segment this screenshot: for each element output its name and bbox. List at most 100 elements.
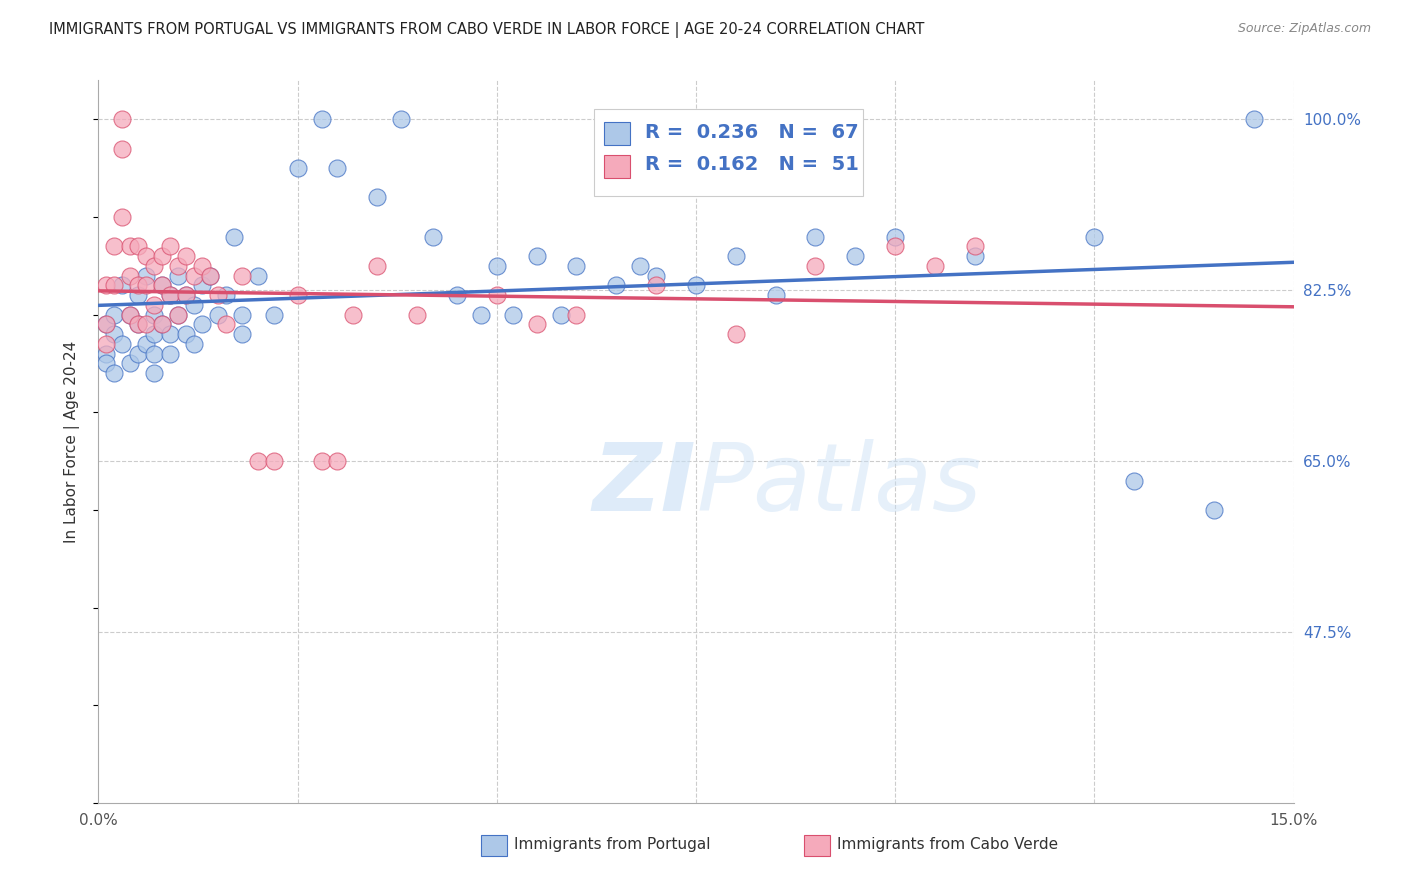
Point xyxy=(103,278,125,293)
Point xyxy=(605,278,627,293)
Point xyxy=(645,278,668,293)
Point xyxy=(159,346,181,360)
Point xyxy=(143,259,166,273)
Point xyxy=(135,278,157,293)
Point xyxy=(231,327,253,342)
Point xyxy=(103,327,125,342)
Point xyxy=(222,229,245,244)
Point xyxy=(207,308,229,322)
Point xyxy=(804,259,827,273)
Point xyxy=(103,239,125,253)
Point xyxy=(159,288,181,302)
Point xyxy=(167,259,190,273)
Point xyxy=(1202,503,1225,517)
Point xyxy=(446,288,468,302)
Point xyxy=(96,318,118,332)
Point xyxy=(963,249,986,263)
Point xyxy=(167,268,190,283)
Point xyxy=(120,356,142,370)
Text: Immigrants from Portugal: Immigrants from Portugal xyxy=(515,838,711,852)
Point xyxy=(389,112,412,127)
Point xyxy=(804,229,827,244)
Point xyxy=(366,190,388,204)
Point xyxy=(96,337,118,351)
Point xyxy=(198,268,221,283)
Point xyxy=(150,278,173,293)
Point xyxy=(924,259,946,273)
Point xyxy=(150,318,173,332)
Point xyxy=(884,229,907,244)
Point xyxy=(287,161,309,176)
Point xyxy=(127,318,149,332)
Point xyxy=(127,318,149,332)
Point xyxy=(183,298,205,312)
Point xyxy=(645,268,668,283)
Point xyxy=(191,318,214,332)
Point xyxy=(502,308,524,322)
Point xyxy=(685,278,707,293)
Point xyxy=(96,346,118,360)
Point xyxy=(198,268,221,283)
Point xyxy=(120,308,142,322)
Point xyxy=(174,288,197,302)
Point xyxy=(103,366,125,380)
Point xyxy=(127,278,149,293)
Point xyxy=(884,239,907,253)
Point xyxy=(724,327,747,342)
Point xyxy=(111,278,134,293)
Point xyxy=(111,142,134,156)
Point xyxy=(724,249,747,263)
Point xyxy=(550,308,572,322)
Point xyxy=(311,112,333,127)
Point xyxy=(422,229,444,244)
Point xyxy=(565,308,588,322)
Point xyxy=(135,318,157,332)
Point xyxy=(96,356,118,370)
Point xyxy=(127,239,149,253)
Text: R =  0.162   N =  51: R = 0.162 N = 51 xyxy=(644,155,859,174)
Point xyxy=(135,268,157,283)
Point xyxy=(246,454,269,468)
Text: IMMIGRANTS FROM PORTUGAL VS IMMIGRANTS FROM CABO VERDE IN LABOR FORCE | AGE 20-2: IMMIGRANTS FROM PORTUGAL VS IMMIGRANTS F… xyxy=(49,22,925,38)
Point xyxy=(183,337,205,351)
Point xyxy=(470,308,492,322)
Point xyxy=(326,454,349,468)
Y-axis label: In Labor Force | Age 20-24: In Labor Force | Age 20-24 xyxy=(63,341,80,542)
Point xyxy=(628,259,651,273)
Point xyxy=(127,346,149,360)
Point xyxy=(287,288,309,302)
Point xyxy=(215,318,238,332)
Point xyxy=(143,327,166,342)
Point xyxy=(96,318,118,332)
Point xyxy=(159,327,181,342)
Text: R =  0.236   N =  67: R = 0.236 N = 67 xyxy=(644,123,858,142)
Point xyxy=(526,249,548,263)
Text: ZI: ZI xyxy=(592,439,696,531)
FancyBboxPatch shape xyxy=(605,122,630,145)
Point xyxy=(191,259,214,273)
Point xyxy=(143,298,166,312)
Point xyxy=(120,308,142,322)
Point xyxy=(120,268,142,283)
Point xyxy=(174,288,197,302)
Point xyxy=(231,268,253,283)
Point xyxy=(150,278,173,293)
Point xyxy=(263,308,285,322)
Point xyxy=(159,239,181,253)
Point xyxy=(406,308,429,322)
Point xyxy=(135,249,157,263)
Point xyxy=(120,239,142,253)
Point xyxy=(135,337,157,351)
FancyBboxPatch shape xyxy=(605,154,630,178)
Point xyxy=(174,327,197,342)
Point xyxy=(765,288,787,302)
FancyBboxPatch shape xyxy=(595,109,863,196)
Point xyxy=(263,454,285,468)
FancyBboxPatch shape xyxy=(481,835,508,855)
Point xyxy=(844,249,866,263)
Point xyxy=(191,278,214,293)
Point xyxy=(127,288,149,302)
Point xyxy=(167,308,190,322)
Point xyxy=(207,288,229,302)
Point xyxy=(963,239,986,253)
